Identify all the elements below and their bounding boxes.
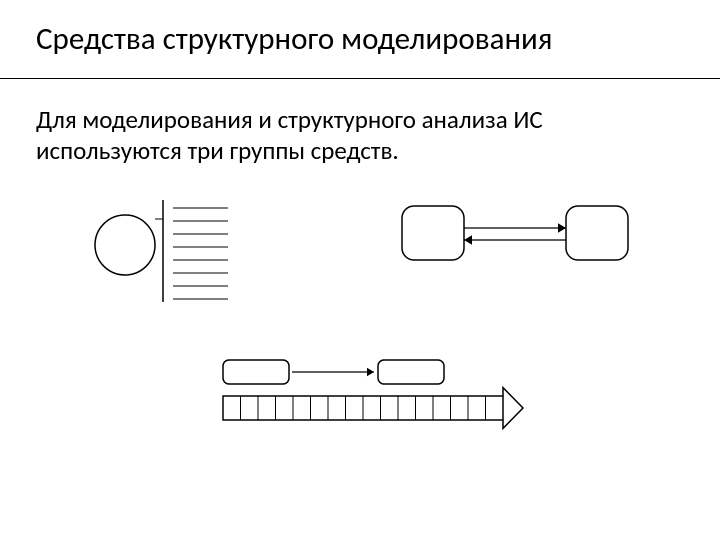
arrow-left-icon [464, 235, 566, 245]
circle-icon [95, 215, 155, 275]
body-paragraph: Для моделирования и структурного анализа… [36, 104, 660, 167]
diagram-canvas [70, 200, 650, 500]
slide: Средства структурного моделирования Для … [0, 0, 720, 540]
node-right [566, 206, 628, 260]
page-title: Средства структурного моделирования [36, 22, 684, 56]
task-box-left [223, 360, 289, 384]
title-underline [0, 78, 720, 79]
node-left [402, 206, 464, 260]
arrow-right-icon [464, 223, 566, 233]
timeline-track [223, 388, 523, 429]
flow-arrow-icon [292, 368, 374, 376]
task-box-right [378, 360, 444, 384]
